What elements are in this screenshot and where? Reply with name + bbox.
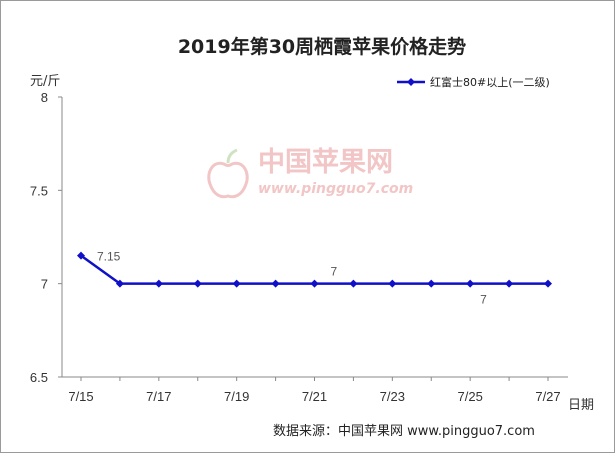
data-point [154, 279, 163, 288]
x-tick-label: 7/17 [146, 389, 171, 404]
data-point [427, 279, 436, 288]
data-point [232, 279, 241, 288]
y-tick-label: 7 [41, 277, 48, 292]
y-tick-label: 8 [41, 90, 48, 105]
data-point [271, 279, 280, 288]
x-tick-label: 7/23 [380, 389, 405, 404]
x-tick-label: 7/19 [224, 389, 249, 404]
apple-logo-icon [207, 148, 249, 199]
x-ticks: 7/15 7/17 7/19 7/21 7/23 7/25 7/27 [68, 377, 561, 404]
data-point [193, 279, 202, 288]
watermark: 中国苹果网 www.pingguo7.com [207, 147, 413, 199]
data-source: 数据来源：中国苹果网 www.pingguo7.com [273, 424, 535, 439]
data-point [544, 279, 552, 288]
data-point [310, 279, 319, 288]
y-axis-label: 元/斤 [30, 74, 60, 89]
chart-title: 2019年第30周栖霞苹果价格走势 [178, 35, 466, 58]
data-point [505, 279, 514, 288]
data-point [77, 251, 85, 260]
data-point [388, 279, 397, 288]
data-labels: 7.15 7 7 [97, 250, 487, 307]
data-label: 7 [331, 265, 338, 279]
x-tick-label: 7/21 [302, 389, 327, 404]
legend: 红富士80#以上(一二级) [397, 75, 550, 89]
series-layer [77, 251, 552, 288]
y-ticks: 8 7.5 7 6.5 [30, 90, 62, 385]
data-point [466, 279, 475, 288]
watermark-url: www.pingguo7.com [258, 181, 413, 197]
y-tick-label: 7.5 [30, 183, 48, 198]
watermark-name: 中国苹果网 [258, 147, 393, 178]
data-label: 7 [480, 293, 487, 307]
legend-series-label: 红富士80#以上(一二级) [430, 75, 550, 89]
x-tick-label: 7/15 [68, 389, 93, 404]
x-axis-label: 日期 [568, 398, 594, 413]
data-point [115, 279, 124, 288]
data-point [349, 279, 358, 288]
y-tick-label: 6.5 [30, 370, 48, 385]
data-label: 7.15 [97, 250, 121, 264]
series-line [80, 254, 548, 285]
legend-series-marker [407, 78, 415, 86]
x-tick-label: 7/27 [535, 389, 560, 404]
x-tick-label: 7/25 [458, 389, 483, 404]
